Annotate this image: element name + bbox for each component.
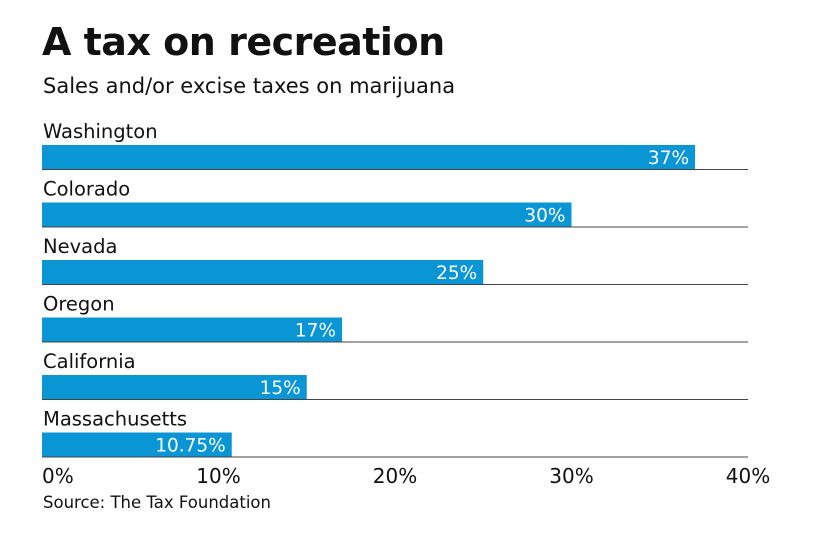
chart-subtitle: Sales and/or excise taxes on marijuana (43, 74, 456, 98)
x-tick-label: 10% (196, 464, 240, 488)
bar-colorado (42, 202, 572, 227)
chart-title: A tax on recreation (42, 20, 445, 64)
x-tick-label: 0% (42, 464, 74, 488)
value-label: 10.75% (155, 436, 226, 457)
value-label: 15% (260, 378, 301, 399)
chart-source: Source: The Tax Foundation (43, 493, 271, 512)
bar-nevada (42, 260, 484, 284)
category-label: Massachusetts (43, 408, 187, 431)
bar-oregon (42, 317, 343, 342)
value-label: 25% (436, 263, 477, 284)
x-tick-label: 20% (373, 464, 417, 488)
value-label: 17% (295, 321, 336, 342)
value-label: 30% (524, 206, 565, 227)
bar-california (42, 375, 307, 399)
x-tick-label: 40% (726, 464, 770, 488)
category-label: Oregon (43, 293, 115, 316)
category-label: California (43, 350, 136, 373)
category-label: Colorado (43, 178, 130, 201)
bar-massachusetts (42, 432, 232, 457)
value-label: 37% (648, 148, 689, 169)
category-label: Washington (43, 120, 158, 143)
x-tick-label: 30% (549, 464, 593, 488)
bar-washington (42, 145, 696, 169)
category-label: Nevada (43, 235, 117, 258)
